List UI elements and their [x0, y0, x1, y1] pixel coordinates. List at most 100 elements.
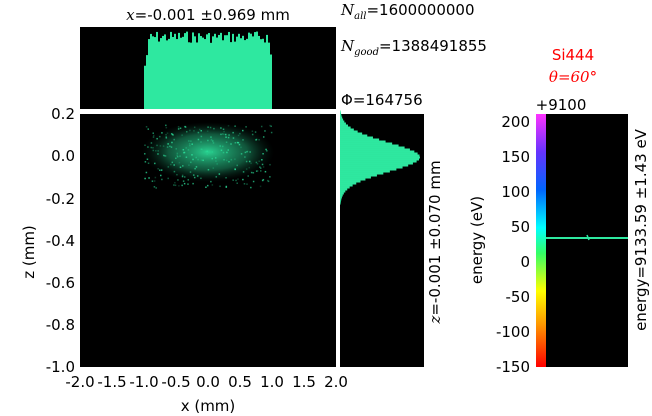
beam-speckle-dot — [196, 175, 199, 177]
beam-speckle-dot — [179, 155, 181, 157]
beam-speckle-dot — [144, 153, 146, 155]
side-histogram-bar — [340, 154, 420, 157]
side-histogram-bar — [340, 134, 368, 137]
beam-speckle-dot — [211, 151, 214, 153]
beam-speckle-dot — [174, 181, 176, 184]
side-histogram-bar — [340, 132, 363, 135]
beam-speckle-dot — [164, 155, 166, 157]
side-histogram-bar — [340, 198, 342, 201]
beam-speckle-dot — [266, 179, 269, 182]
top-histogram-bar — [270, 54, 272, 109]
beam-speckle-dot — [165, 126, 168, 129]
beam-speckle-dot — [190, 140, 192, 142]
top-histogram-panel — [80, 27, 336, 110]
beam-speckle-dot — [194, 167, 196, 170]
beam-speckle-dot — [219, 185, 221, 188]
beam-speckle-dot — [259, 185, 262, 188]
beam-speckle-dot — [264, 170, 267, 173]
x-tick-label: 0.0 — [196, 373, 220, 391]
energy-side-label: energy=9133.59 ±1.43 eV — [632, 128, 650, 331]
side-histogram-bar — [340, 164, 409, 167]
energy-panel — [536, 114, 628, 367]
beam-speckle-dot — [220, 127, 222, 129]
beam-speckle-dot — [191, 143, 193, 145]
beam-speckle-dot — [177, 128, 180, 130]
top-histogram-bar — [248, 32, 250, 110]
side-histogram-bar — [340, 200, 341, 203]
beam-speckle-dot — [157, 153, 159, 155]
beam-speckle-dot — [199, 128, 201, 131]
beam-speckle-dot — [192, 158, 194, 161]
beam-speckle-dot — [170, 133, 173, 135]
beam-speckle-dot — [179, 127, 182, 129]
x-tick-label: -2.0 — [65, 373, 94, 391]
beam-speckle-dot — [178, 161, 181, 164]
top-histogram-bar — [218, 34, 220, 109]
beam-speckle-dot — [248, 160, 251, 163]
beam-speckle-dot — [242, 178, 244, 181]
beam-speckle-dot — [238, 143, 241, 146]
beam-speckle-dot — [152, 149, 155, 152]
beam-speckle-dot — [190, 161, 192, 164]
beam-speckle-dot — [209, 126, 212, 129]
side-histogram-bar — [340, 196, 342, 199]
x-tick-label: -1.0 — [129, 373, 158, 391]
beam-speckle-dot — [176, 152, 179, 155]
beam-speckle-dot — [152, 136, 155, 138]
beam-speckle-dot — [176, 154, 178, 157]
beam-speckle-dot — [165, 137, 168, 139]
beam-speckle-dot — [152, 147, 154, 149]
beam-speckle-dot — [159, 169, 161, 171]
side-histogram-bar — [340, 138, 380, 141]
beam-speckle-dot — [201, 148, 203, 151]
side-histogram-bar — [340, 120, 345, 123]
top-histogram-bar — [146, 55, 148, 109]
beam-speckle-dot — [193, 174, 195, 177]
side-histogram-bar — [340, 168, 397, 171]
beam-speckle-dot — [210, 139, 213, 142]
side-histogram-bar — [340, 186, 350, 189]
top-histogram-bar — [156, 31, 158, 109]
beam-speckle-dot — [258, 139, 260, 141]
x-axis-label: x (mm) — [181, 397, 236, 415]
beam-speckle-dot — [227, 125, 230, 127]
beam-speckle-dot — [267, 180, 270, 183]
beam-speckle-dot — [193, 126, 196, 129]
y-tick-label: -0.8 — [46, 316, 75, 334]
top-histogram-bar — [258, 35, 260, 109]
beam-speckle-dot — [242, 129, 244, 132]
top-histogram-bar — [188, 42, 190, 110]
beam-speckle-dot — [242, 171, 245, 173]
side-histogram-bar — [340, 178, 366, 181]
beam-speckle-dot — [156, 137, 158, 140]
side-histogram-bar — [340, 202, 341, 205]
beam-speckle-dot — [200, 141, 202, 143]
side-histogram-bar — [340, 148, 410, 151]
beam-speckle-dot — [262, 166, 265, 168]
beam-spot — [142, 122, 274, 182]
beam-speckle-dot — [211, 140, 214, 142]
top-histogram-bar — [266, 34, 268, 109]
top-histogram-bar — [198, 33, 200, 110]
beam-speckle-dot — [189, 171, 192, 173]
beam-speckle-dot — [157, 150, 159, 152]
beam-speckle-dot — [255, 161, 258, 164]
beam-speckle-dot — [225, 141, 228, 143]
top-histogram-bar — [200, 36, 202, 109]
beam-speckle-dot — [192, 174, 195, 176]
top-histogram-bar — [210, 42, 212, 109]
beam-speckle-dot — [236, 182, 238, 184]
beam-speckle-dot — [223, 133, 225, 136]
beam-speckle-dot — [150, 146, 153, 149]
beam-speckle-dot — [234, 125, 237, 127]
energy-axis: 200 150 100 50 0 -50 -100 -150 energy (e… — [468, 113, 650, 376]
energy-tick-label: -100 — [496, 323, 530, 341]
energy-axis-label: energy (eV) — [468, 196, 486, 284]
beam-speckle-dot — [206, 130, 209, 132]
x-tick-label: 1.0 — [260, 373, 284, 391]
beam-speckle-dot — [266, 150, 268, 152]
top-histogram-bar — [242, 35, 244, 110]
beam-speckle-dot — [146, 158, 149, 161]
energy-tick-label: 150 — [501, 148, 530, 166]
top-histogram-bar — [148, 39, 150, 110]
